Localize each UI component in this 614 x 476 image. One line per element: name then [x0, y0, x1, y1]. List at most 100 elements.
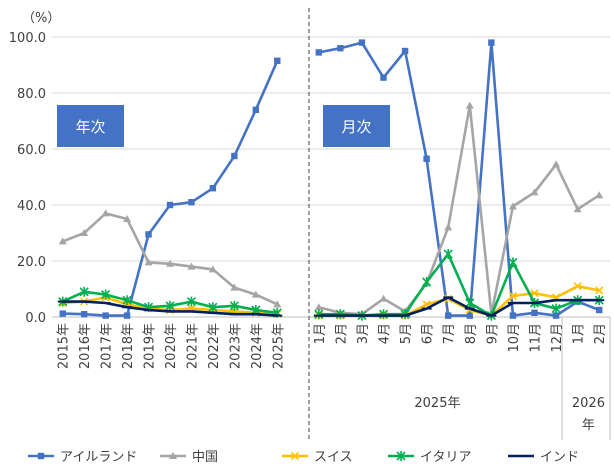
x-tick-label: 8月 — [464, 323, 479, 344]
point-marker — [188, 199, 195, 206]
point-marker — [58, 237, 67, 245]
panel-label-box — [57, 105, 124, 147]
point-marker — [401, 47, 409, 55]
point-marker — [166, 259, 174, 267]
point-marker — [231, 152, 238, 160]
x-tick-label: 5月 — [399, 323, 414, 344]
point-marker — [123, 312, 131, 319]
x-tick-label: 2019年 — [143, 323, 158, 369]
point-marker — [423, 155, 430, 162]
y-tick-label: 40.0 — [17, 199, 46, 214]
x-tick-label: 2月 — [593, 323, 608, 344]
point-marker — [573, 205, 582, 213]
point-marker — [596, 306, 603, 314]
legend-label: アイルランド — [60, 450, 137, 465]
legend-item: 中国 — [160, 450, 218, 465]
y-unit-label: （%） — [22, 11, 60, 26]
point-marker — [145, 231, 152, 238]
point-marker — [186, 296, 197, 307]
point-marker — [59, 310, 66, 317]
point-marker — [80, 229, 89, 236]
series-lines — [57, 39, 605, 321]
legend-item: インド — [508, 450, 579, 465]
x-tick-label: 1月 — [313, 323, 328, 344]
point-marker — [208, 265, 217, 273]
point-marker — [290, 451, 300, 461]
point-marker — [169, 452, 177, 459]
x-tick-label: 2017年 — [100, 323, 115, 369]
point-marker — [122, 295, 132, 306]
point-marker — [443, 249, 453, 259]
point-marker — [488, 39, 495, 46]
point-marker — [80, 311, 88, 318]
legend-item: アイルランド — [28, 450, 137, 465]
point-marker — [396, 451, 406, 461]
point-marker — [314, 303, 323, 311]
x-tick-label: 4月 — [378, 323, 393, 344]
legend-label: スイス — [314, 450, 353, 465]
x-tick-label: 2025年 — [271, 323, 286, 369]
point-marker — [144, 258, 153, 266]
point-marker — [230, 283, 239, 291]
panel-label: 年次 — [75, 118, 105, 136]
legend-item: スイス — [282, 450, 353, 465]
axis-labels: 0.0 20.0 40.0 60.0 80.0 100.0 （%） 2015年 2016年 201… — [9, 11, 608, 433]
point-marker — [252, 106, 260, 113]
point-marker — [380, 74, 387, 81]
year-group-label: 2025年 — [414, 396, 460, 411]
point-marker — [530, 188, 539, 196]
point-marker — [337, 45, 344, 52]
point-marker — [508, 202, 517, 210]
point-marker — [552, 160, 561, 168]
legend: アイルランド 中国 スイス イタリア インド — [28, 450, 579, 465]
x-tick-label: 2018年 — [121, 323, 136, 369]
point-marker — [379, 294, 388, 302]
point-marker — [508, 257, 518, 268]
year-group-label-suffix: 年 — [582, 418, 595, 433]
x-tick-label: 1月 — [572, 323, 587, 344]
point-marker — [123, 215, 132, 222]
x-tick-label: 10月 — [507, 323, 522, 353]
point-marker — [165, 300, 175, 311]
point-marker — [101, 209, 110, 217]
point-marker — [595, 191, 604, 199]
point-marker — [102, 312, 109, 319]
point-marker — [445, 312, 452, 319]
legend-label: イタリア — [420, 450, 471, 465]
point-marker — [229, 300, 239, 311]
point-marker — [166, 201, 174, 209]
point-marker — [595, 286, 604, 295]
x-tick-label: 2016年 — [78, 323, 93, 369]
panel-labels: 年次 月次 — [57, 105, 390, 147]
point-marker — [465, 298, 475, 308]
point-marker — [551, 303, 561, 314]
x-tick-label: 2月 — [334, 323, 349, 344]
gridlines — [52, 36, 610, 318]
point-marker — [422, 277, 432, 287]
point-marker — [509, 312, 517, 319]
panel-label: 月次 — [341, 118, 371, 136]
x-tick-label: 6月 — [421, 323, 436, 344]
x-tick-label: 12月 — [550, 323, 565, 353]
point-marker — [531, 309, 538, 316]
point-marker — [208, 302, 218, 313]
point-marker — [465, 101, 474, 109]
point-marker — [101, 289, 111, 300]
year-group-label: 2026 — [572, 396, 605, 411]
point-marker — [358, 39, 366, 46]
point-marker — [552, 312, 560, 319]
x-tick-label: 2021年 — [185, 323, 200, 369]
x-tick-label: 2020年 — [164, 323, 179, 369]
x-tick-label: 2023年 — [228, 323, 243, 369]
y-tick-label: 100.0 — [9, 31, 46, 46]
point-marker — [466, 312, 473, 319]
axes — [52, 8, 611, 440]
y-tick-label: 80.0 — [17, 87, 46, 102]
point-marker — [444, 223, 453, 231]
panel-label-box — [323, 105, 390, 147]
y-tick-label: 60.0 — [17, 143, 46, 158]
point-marker — [273, 300, 282, 308]
point-marker — [508, 291, 517, 301]
